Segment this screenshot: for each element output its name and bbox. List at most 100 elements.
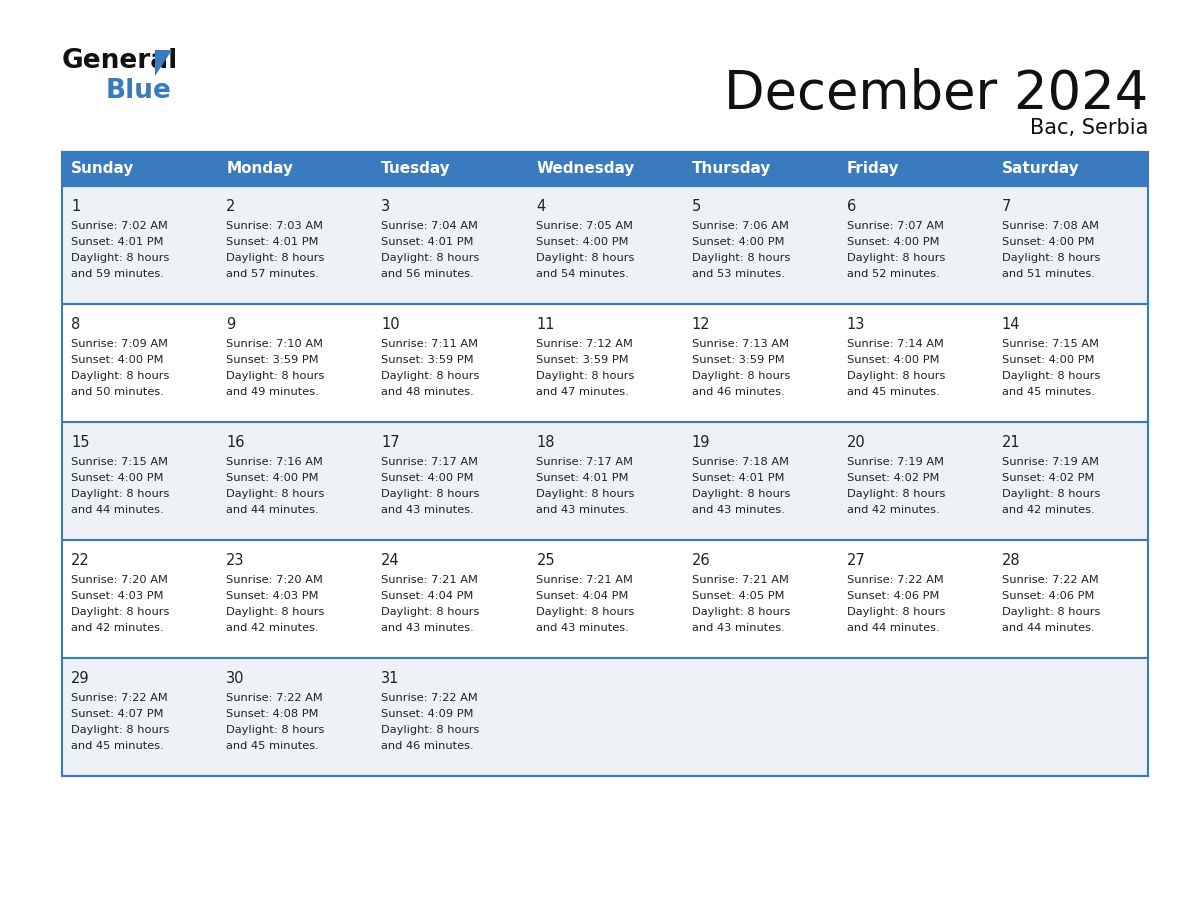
Text: and 45 minutes.: and 45 minutes. [847, 387, 940, 397]
Text: 1: 1 [71, 199, 81, 214]
Text: and 42 minutes.: and 42 minutes. [1001, 505, 1094, 515]
Text: Monday: Monday [226, 162, 293, 176]
Text: and 54 minutes.: and 54 minutes. [537, 269, 630, 279]
Text: and 42 minutes.: and 42 minutes. [71, 623, 164, 633]
Text: and 43 minutes.: and 43 minutes. [691, 505, 784, 515]
Text: Daylight: 8 hours: Daylight: 8 hours [1001, 371, 1100, 381]
Text: Sunset: 3:59 PM: Sunset: 3:59 PM [226, 355, 318, 365]
Text: Sunrise: 7:13 AM: Sunrise: 7:13 AM [691, 339, 789, 349]
Text: Daylight: 8 hours: Daylight: 8 hours [1001, 607, 1100, 617]
Text: Sunset: 4:01 PM: Sunset: 4:01 PM [691, 473, 784, 483]
Text: and 43 minutes.: and 43 minutes. [691, 623, 784, 633]
Text: and 44 minutes.: and 44 minutes. [1001, 623, 1094, 633]
Text: Thursday: Thursday [691, 162, 771, 176]
Text: Daylight: 8 hours: Daylight: 8 hours [226, 489, 324, 499]
Text: Sunrise: 7:04 AM: Sunrise: 7:04 AM [381, 221, 478, 231]
Text: Sunset: 4:01 PM: Sunset: 4:01 PM [71, 237, 164, 247]
Text: Sunset: 4:06 PM: Sunset: 4:06 PM [1001, 591, 1094, 601]
Text: Sunrise: 7:16 AM: Sunrise: 7:16 AM [226, 457, 323, 467]
Text: 18: 18 [537, 435, 555, 450]
Text: and 57 minutes.: and 57 minutes. [226, 269, 320, 279]
Text: 7: 7 [1001, 199, 1011, 214]
Text: Sunrise: 7:18 AM: Sunrise: 7:18 AM [691, 457, 789, 467]
Text: Daylight: 8 hours: Daylight: 8 hours [691, 371, 790, 381]
Text: and 46 minutes.: and 46 minutes. [691, 387, 784, 397]
Text: Sunset: 4:09 PM: Sunset: 4:09 PM [381, 709, 474, 719]
Text: Sunrise: 7:15 AM: Sunrise: 7:15 AM [1001, 339, 1099, 349]
Text: Sunset: 4:00 PM: Sunset: 4:00 PM [381, 473, 474, 483]
Text: and 52 minutes.: and 52 minutes. [847, 269, 940, 279]
Text: 16: 16 [226, 435, 245, 450]
Text: 15: 15 [71, 435, 89, 450]
Text: 20: 20 [847, 435, 866, 450]
Text: Sunset: 4:07 PM: Sunset: 4:07 PM [71, 709, 164, 719]
Text: Daylight: 8 hours: Daylight: 8 hours [691, 607, 790, 617]
Text: Sunrise: 7:11 AM: Sunrise: 7:11 AM [381, 339, 479, 349]
Text: Sunset: 4:04 PM: Sunset: 4:04 PM [381, 591, 474, 601]
Text: and 44 minutes.: and 44 minutes. [226, 505, 318, 515]
Text: Sunrise: 7:20 AM: Sunrise: 7:20 AM [226, 575, 323, 585]
Text: 31: 31 [381, 671, 399, 686]
Text: Sunset: 4:01 PM: Sunset: 4:01 PM [381, 237, 474, 247]
Text: and 56 minutes.: and 56 minutes. [381, 269, 474, 279]
Text: and 44 minutes.: and 44 minutes. [847, 623, 940, 633]
Text: Sunset: 4:01 PM: Sunset: 4:01 PM [226, 237, 318, 247]
Text: Daylight: 8 hours: Daylight: 8 hours [847, 607, 946, 617]
Text: Sunrise: 7:21 AM: Sunrise: 7:21 AM [537, 575, 633, 585]
Text: Sunset: 4:03 PM: Sunset: 4:03 PM [71, 591, 164, 601]
Text: Sunset: 4:00 PM: Sunset: 4:00 PM [71, 355, 164, 365]
Text: and 53 minutes.: and 53 minutes. [691, 269, 784, 279]
Text: and 46 minutes.: and 46 minutes. [381, 741, 474, 751]
Text: Sunset: 4:04 PM: Sunset: 4:04 PM [537, 591, 628, 601]
Text: Sunset: 4:02 PM: Sunset: 4:02 PM [1001, 473, 1094, 483]
Text: and 42 minutes.: and 42 minutes. [226, 623, 318, 633]
Text: 11: 11 [537, 317, 555, 332]
Text: Daylight: 8 hours: Daylight: 8 hours [691, 489, 790, 499]
Text: 29: 29 [71, 671, 89, 686]
Bar [62, 422, 1148, 540]
Text: Daylight: 8 hours: Daylight: 8 hours [847, 253, 946, 263]
Text: 5: 5 [691, 199, 701, 214]
Text: and 45 minutes.: and 45 minutes. [226, 741, 318, 751]
Text: Sunrise: 7:22 AM: Sunrise: 7:22 AM [847, 575, 943, 585]
Text: 3: 3 [381, 199, 391, 214]
Text: Daylight: 8 hours: Daylight: 8 hours [71, 489, 170, 499]
Text: Sunset: 3:59 PM: Sunset: 3:59 PM [381, 355, 474, 365]
Text: Friday: Friday [847, 162, 899, 176]
Text: and 43 minutes.: and 43 minutes. [381, 505, 474, 515]
Text: December 2024: December 2024 [723, 68, 1148, 120]
Text: and 43 minutes.: and 43 minutes. [537, 505, 630, 515]
Bar [62, 304, 1148, 422]
Text: Sunrise: 7:07 AM: Sunrise: 7:07 AM [847, 221, 943, 231]
Text: Daylight: 8 hours: Daylight: 8 hours [226, 253, 324, 263]
Text: Sunset: 4:00 PM: Sunset: 4:00 PM [847, 355, 940, 365]
Text: and 59 minutes.: and 59 minutes. [71, 269, 164, 279]
Text: Daylight: 8 hours: Daylight: 8 hours [226, 607, 324, 617]
Bar [62, 540, 1148, 658]
Text: Sunset: 4:01 PM: Sunset: 4:01 PM [537, 473, 628, 483]
Text: Daylight: 8 hours: Daylight: 8 hours [537, 607, 634, 617]
Text: 17: 17 [381, 435, 400, 450]
Text: 24: 24 [381, 553, 400, 568]
Text: Sunrise: 7:21 AM: Sunrise: 7:21 AM [381, 575, 478, 585]
Text: Sunrise: 7:15 AM: Sunrise: 7:15 AM [71, 457, 168, 467]
Bar [62, 152, 1148, 776]
Text: 9: 9 [226, 317, 235, 332]
Text: Sunset: 4:02 PM: Sunset: 4:02 PM [847, 473, 939, 483]
Text: 13: 13 [847, 317, 865, 332]
Text: Daylight: 8 hours: Daylight: 8 hours [537, 253, 634, 263]
Text: Tuesday: Tuesday [381, 162, 451, 176]
Text: Sunrise: 7:20 AM: Sunrise: 7:20 AM [71, 575, 168, 585]
Text: and 44 minutes.: and 44 minutes. [71, 505, 164, 515]
Text: and 50 minutes.: and 50 minutes. [71, 387, 164, 397]
Text: and 51 minutes.: and 51 minutes. [1001, 269, 1094, 279]
Bar [62, 152, 1148, 186]
Text: Sunrise: 7:17 AM: Sunrise: 7:17 AM [381, 457, 479, 467]
Text: 6: 6 [847, 199, 857, 214]
Text: Sunrise: 7:08 AM: Sunrise: 7:08 AM [1001, 221, 1099, 231]
Text: Daylight: 8 hours: Daylight: 8 hours [847, 371, 946, 381]
Text: Daylight: 8 hours: Daylight: 8 hours [226, 371, 324, 381]
Text: Daylight: 8 hours: Daylight: 8 hours [71, 607, 170, 617]
Text: Sunset: 4:00 PM: Sunset: 4:00 PM [226, 473, 318, 483]
Text: Sunset: 3:59 PM: Sunset: 3:59 PM [537, 355, 630, 365]
